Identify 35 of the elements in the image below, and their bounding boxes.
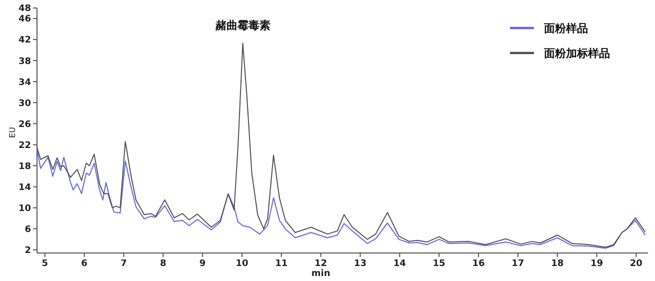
x-tick-label: 19 bbox=[590, 259, 604, 269]
y-tick-label: 2 bbox=[24, 246, 31, 256]
x-tick-label: 5 bbox=[42, 259, 48, 269]
x-tick-label: 10 bbox=[236, 259, 248, 269]
x-tick-label: 17 bbox=[512, 259, 524, 269]
x-tick-label: 8 bbox=[160, 259, 166, 269]
y-tick-label: 10 bbox=[18, 204, 31, 214]
x-tick-label: 14 bbox=[393, 259, 406, 269]
y-tick-label: 26 bbox=[18, 120, 31, 130]
x-tick-label: 13 bbox=[354, 259, 367, 269]
x-axis-title: min bbox=[311, 269, 330, 279]
x-tick-label: 12 bbox=[314, 259, 328, 269]
line-series bbox=[36, 148, 646, 249]
x-tick-label: 16 bbox=[472, 259, 485, 269]
x-tick-label: 20 bbox=[630, 259, 642, 269]
legend-label: 面粉样品 bbox=[543, 22, 588, 35]
x-tick-label: 18 bbox=[551, 259, 564, 269]
y-axis-title: EU bbox=[8, 126, 17, 138]
y-tick-label: 48 bbox=[18, 4, 31, 14]
y-tick-label: 30 bbox=[18, 98, 31, 109]
x-tick-label: 6 bbox=[81, 259, 88, 269]
x-tick-label: 15 bbox=[432, 259, 446, 269]
y-tick-label: 42 bbox=[18, 36, 31, 46]
y-tick-label: 14 bbox=[18, 182, 31, 193]
y-tick-label: 46 bbox=[18, 14, 31, 25]
y-tick-label: 34 bbox=[18, 78, 31, 88]
x-tick-label: 7 bbox=[120, 259, 127, 269]
legend-label: 面粉加标样品 bbox=[543, 47, 610, 60]
annotation: 赭曲霉毒素 bbox=[214, 19, 270, 32]
x-tick-label: 11 bbox=[275, 259, 288, 269]
y-tick-label: 18 bbox=[18, 162, 31, 172]
y-tick-label: 22 bbox=[18, 140, 31, 151]
y-tick-label: 38 bbox=[18, 56, 31, 67]
y-tick-label: 6 bbox=[24, 225, 31, 236]
x-tick-label: 9 bbox=[199, 259, 206, 269]
